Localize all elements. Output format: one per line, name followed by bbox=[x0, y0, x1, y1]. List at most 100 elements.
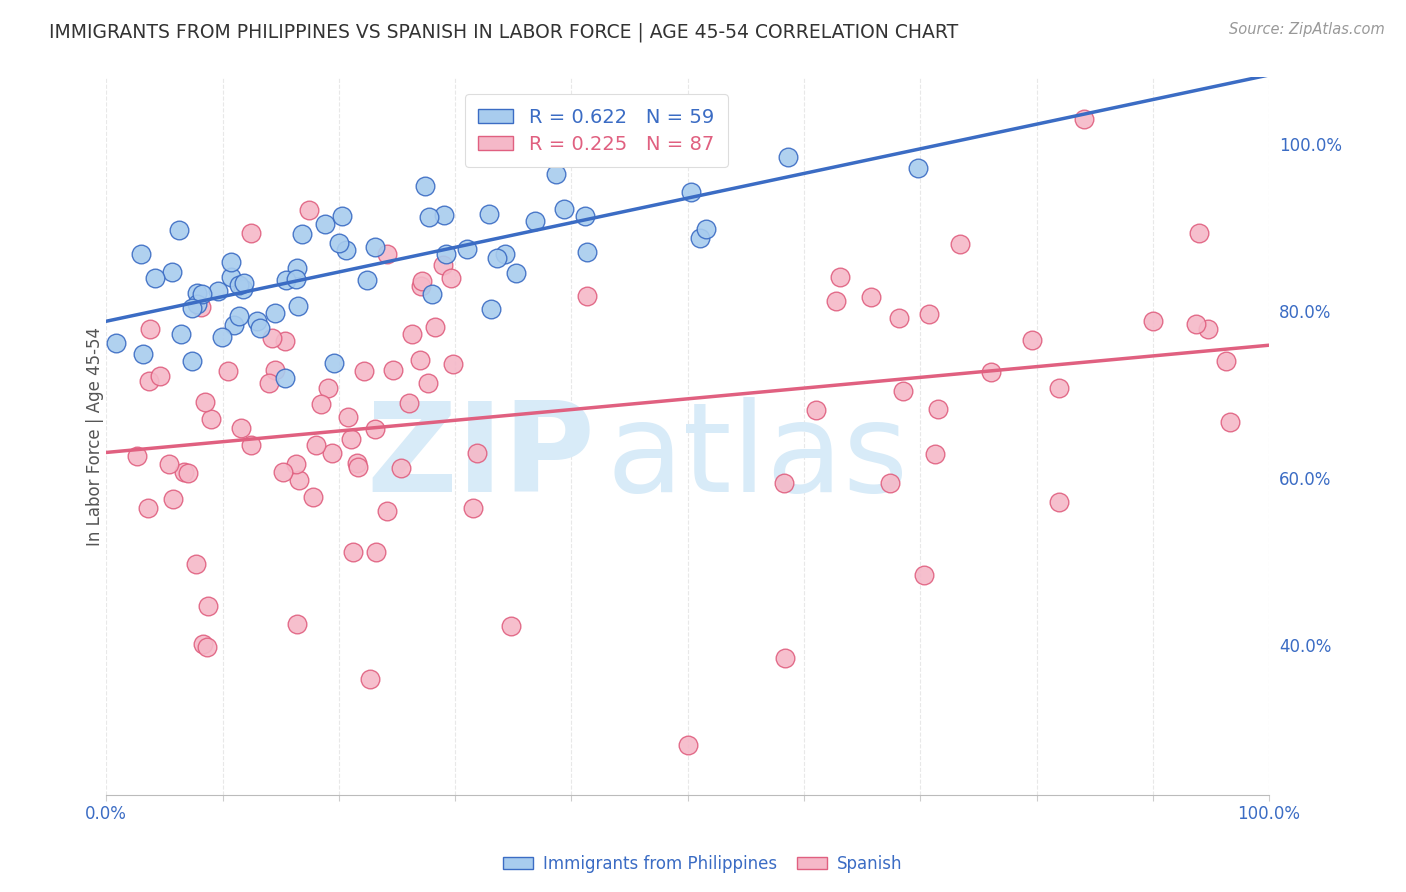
Point bbox=[274, 334, 297, 349]
Point bbox=[162, 492, 184, 507]
Point bbox=[907, 161, 929, 175]
Point bbox=[181, 353, 204, 368]
Point bbox=[287, 299, 309, 313]
Point bbox=[773, 475, 796, 490]
Point bbox=[346, 460, 368, 475]
Point bbox=[127, 449, 149, 463]
Point bbox=[284, 457, 307, 471]
Point bbox=[1219, 416, 1241, 430]
Point bbox=[274, 273, 297, 287]
Point bbox=[170, 326, 193, 341]
Point bbox=[184, 557, 207, 571]
Point bbox=[689, 231, 711, 245]
Point bbox=[285, 261, 308, 276]
Point bbox=[434, 247, 457, 261]
Point bbox=[440, 271, 463, 285]
Point bbox=[486, 251, 509, 265]
Legend: Immigrants from Philippines, Spanish: Immigrants from Philippines, Spanish bbox=[496, 848, 910, 880]
Point bbox=[433, 208, 456, 222]
Point bbox=[505, 266, 527, 280]
Point bbox=[1184, 318, 1206, 332]
Point bbox=[1047, 494, 1070, 508]
Point bbox=[287, 616, 309, 631]
Point bbox=[186, 296, 208, 310]
Point bbox=[353, 363, 375, 377]
Point bbox=[181, 301, 204, 316]
Point bbox=[149, 369, 172, 384]
Point bbox=[494, 247, 516, 261]
Point bbox=[441, 357, 464, 371]
Point bbox=[138, 374, 160, 388]
Point bbox=[574, 209, 596, 223]
Point bbox=[335, 243, 357, 257]
Point bbox=[681, 186, 703, 200]
Point bbox=[271, 465, 294, 479]
Point bbox=[416, 376, 439, 390]
Point bbox=[825, 293, 848, 308]
Point bbox=[169, 223, 191, 237]
Text: IMMIGRANTS FROM PHILIPPINES VS SPANISH IN LABOR FORCE | AGE 45-54 CORRELATION CH: IMMIGRANTS FROM PHILIPPINES VS SPANISH I… bbox=[49, 22, 959, 42]
Point bbox=[465, 446, 488, 460]
Point bbox=[231, 421, 253, 435]
Point bbox=[257, 376, 280, 390]
Point bbox=[356, 272, 378, 286]
Point bbox=[232, 276, 254, 290]
Point bbox=[332, 209, 354, 223]
Point bbox=[879, 475, 901, 490]
Point bbox=[912, 567, 935, 582]
Point bbox=[389, 461, 412, 475]
Point bbox=[887, 311, 910, 326]
Point bbox=[576, 244, 599, 259]
Point bbox=[301, 490, 323, 504]
Point bbox=[316, 382, 339, 396]
Point bbox=[463, 500, 485, 515]
Point bbox=[346, 456, 368, 470]
Point bbox=[676, 738, 699, 752]
Point bbox=[138, 500, 160, 515]
Point bbox=[132, 347, 155, 361]
Point bbox=[291, 227, 314, 241]
Point bbox=[217, 364, 239, 378]
Point bbox=[381, 363, 404, 377]
Point bbox=[274, 371, 297, 385]
Point bbox=[420, 287, 443, 301]
Point bbox=[342, 545, 364, 559]
Point bbox=[364, 545, 387, 559]
Point bbox=[773, 651, 796, 665]
Point bbox=[194, 394, 217, 409]
Point bbox=[177, 467, 200, 481]
Point bbox=[328, 235, 350, 250]
Point bbox=[859, 290, 882, 304]
Point bbox=[828, 269, 851, 284]
Point bbox=[239, 227, 262, 241]
Point bbox=[411, 274, 433, 288]
Point bbox=[305, 438, 328, 452]
Point bbox=[186, 286, 208, 301]
Point bbox=[239, 438, 262, 452]
Point bbox=[314, 217, 336, 231]
Point bbox=[337, 409, 360, 424]
Point bbox=[544, 167, 567, 181]
Point bbox=[1021, 333, 1043, 347]
Point bbox=[232, 283, 254, 297]
Point bbox=[778, 150, 800, 164]
Point bbox=[246, 314, 269, 328]
Point bbox=[249, 321, 271, 335]
Point bbox=[309, 397, 332, 411]
Point bbox=[553, 202, 575, 216]
Point bbox=[264, 363, 287, 377]
Point bbox=[408, 352, 430, 367]
Point bbox=[1215, 353, 1237, 368]
Point bbox=[695, 222, 717, 236]
Point bbox=[173, 465, 195, 479]
Point bbox=[1073, 112, 1095, 127]
Point bbox=[413, 178, 436, 193]
Point bbox=[1197, 321, 1219, 335]
Point bbox=[190, 300, 212, 314]
Point bbox=[1047, 380, 1070, 394]
Point bbox=[191, 636, 214, 650]
Point bbox=[479, 301, 502, 316]
Point bbox=[375, 246, 398, 260]
Point bbox=[221, 269, 243, 284]
Point bbox=[501, 618, 523, 632]
